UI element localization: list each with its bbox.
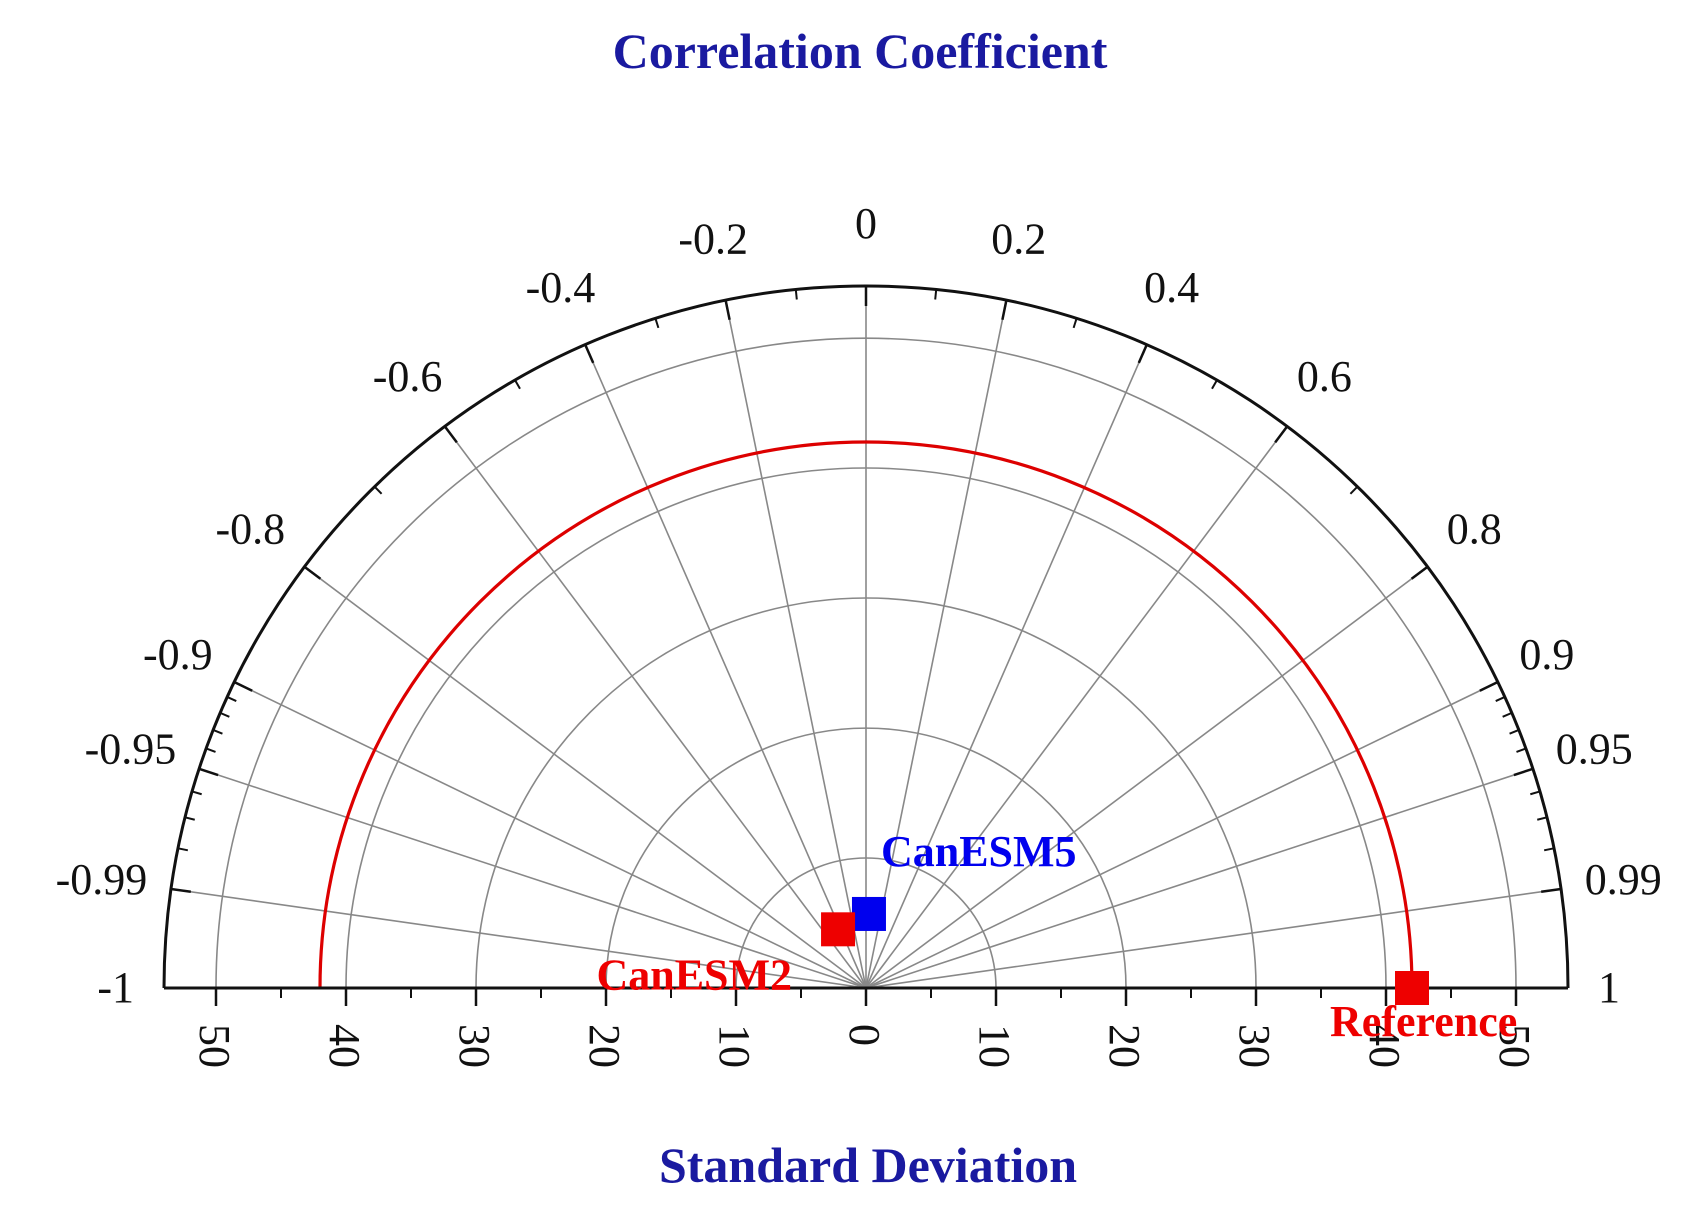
correlation-grid-line <box>865 425 1288 989</box>
reference-std-arc <box>318 440 1414 989</box>
x-axis-label: Standard Deviation <box>659 1137 1077 1193</box>
correlation-tick-label: 0.99 <box>1585 855 1662 904</box>
point-marker-canesm5 <box>851 896 886 931</box>
correlation-grid-line <box>303 566 867 989</box>
correlation-tick-label: 0.95 <box>1556 724 1633 773</box>
correlation-grid-line <box>865 888 1562 989</box>
label-layer: -1 -0.99 -0.95 -0.9 -0.8 -0.6 -0.4 -0.2 0 0.2 0.4 0… <box>56 199 1662 1068</box>
axis-layer <box>162 284 1570 1006</box>
point-marker-canesm2 <box>821 912 856 947</box>
correlation-minor-tick <box>1495 696 1506 703</box>
std-tick-label: 30 <box>450 1024 499 1068</box>
correlation-minor-tick <box>1072 318 1078 329</box>
correlation-grid-line <box>170 888 867 989</box>
correlation-minor-tick <box>205 747 216 753</box>
correlation-tick-label: -1 <box>97 963 134 1012</box>
point-marker-reference <box>1395 971 1429 1005</box>
correlation-major-tick <box>724 299 731 321</box>
grid-layer <box>170 286 1562 989</box>
correlation-major-tick <box>1274 425 1289 444</box>
correlation-minor-tick <box>184 816 196 821</box>
correlation-tick-label: 0.9 <box>1519 630 1574 679</box>
correlation-major-tick <box>233 680 253 692</box>
correlation-minor-tick <box>373 485 383 495</box>
point-label-reference: Reference <box>1330 997 1517 1046</box>
correlation-minor-tick <box>1349 485 1359 495</box>
std-tick-label: 10 <box>710 1024 759 1068</box>
correlation-minor-tick <box>1530 790 1541 796</box>
correlation-minor-tick <box>514 379 521 390</box>
correlation-grid-line <box>724 300 867 989</box>
point-label-canesm5: CanESM5 <box>881 827 1077 876</box>
correlation-minor-tick <box>177 847 189 852</box>
correlation-tick-label: 0.2 <box>991 214 1046 263</box>
correlation-grid-line <box>444 425 867 989</box>
correlation-minor-tick <box>212 729 223 735</box>
correlation-tick-label: 0.6 <box>1297 352 1352 401</box>
correlation-tick-label: 1 <box>1598 963 1620 1012</box>
correlation-minor-tick <box>191 790 202 796</box>
correlation-major-tick <box>1479 680 1499 692</box>
std-tick-label: 10 <box>970 1024 1019 1068</box>
std-tick-label: 40 <box>1360 1024 1409 1068</box>
chart-title: Correlation Coefficient <box>613 23 1108 79</box>
correlation-tick-label: -0.4 <box>526 263 596 312</box>
point-layer: CanESM5 CanESM2 Reference <box>596 827 1517 1046</box>
std-tick-label: 30 <box>1230 1024 1279 1068</box>
correlation-grid-line <box>865 566 1429 989</box>
correlation-tick-label: -0.8 <box>216 505 286 554</box>
correlation-grid-line <box>584 344 867 989</box>
point-label-canesm2: CanESM2 <box>596 950 792 999</box>
correlation-tick-label: -0.2 <box>678 214 748 263</box>
correlation-grid-line <box>865 344 1148 989</box>
correlation-grid-line <box>865 768 1534 989</box>
correlation-minor-tick <box>1509 729 1520 735</box>
correlation-grid-line <box>865 681 1499 989</box>
correlation-minor-tick <box>934 289 938 300</box>
correlation-minor-tick <box>219 711 230 718</box>
correlation-major-tick <box>170 887 191 894</box>
std-tick-label: 20 <box>1100 1024 1149 1068</box>
correlation-tick-label: -0.99 <box>56 855 148 904</box>
correlation-minor-tick <box>1536 816 1548 821</box>
correlation-major-tick <box>584 344 595 364</box>
correlation-grid-line <box>233 681 867 989</box>
correlation-minor-tick <box>1502 711 1513 718</box>
correlation-grid-line <box>198 768 867 989</box>
correlation-major-tick <box>1410 565 1429 580</box>
correlation-major-tick <box>1541 887 1562 894</box>
std-tick-label: 40 <box>320 1024 369 1068</box>
correlation-major-tick <box>1137 344 1148 364</box>
std-tick-label: 20 <box>580 1024 629 1068</box>
correlation-tick-label: -0.95 <box>85 724 177 773</box>
correlation-tick-label: -0.6 <box>373 352 443 401</box>
correlation-minor-tick <box>1516 747 1527 753</box>
correlation-major-tick <box>198 767 219 777</box>
correlation-major-tick <box>303 565 322 580</box>
correlation-minor-tick <box>1211 379 1218 390</box>
correlation-major-tick <box>1513 767 1534 777</box>
correlation-minor-tick <box>794 289 798 300</box>
correlation-tick-label: -0.9 <box>143 630 213 679</box>
correlation-minor-tick <box>1543 847 1555 852</box>
std-tick-label: 50 <box>1490 1024 1539 1068</box>
std-tick-label: 0 <box>840 1024 889 1046</box>
correlation-minor-tick <box>226 696 237 703</box>
correlation-tick-label: 0 <box>855 199 877 248</box>
correlation-tick-label: 0.8 <box>1447 505 1502 554</box>
correlation-grid-line <box>865 300 1008 989</box>
std-tick-label: 50 <box>190 1024 239 1068</box>
correlation-major-tick <box>1001 299 1008 321</box>
correlation-tick-label: 0.4 <box>1144 263 1199 312</box>
correlation-major-tick <box>443 425 458 444</box>
correlation-minor-tick <box>654 318 660 329</box>
